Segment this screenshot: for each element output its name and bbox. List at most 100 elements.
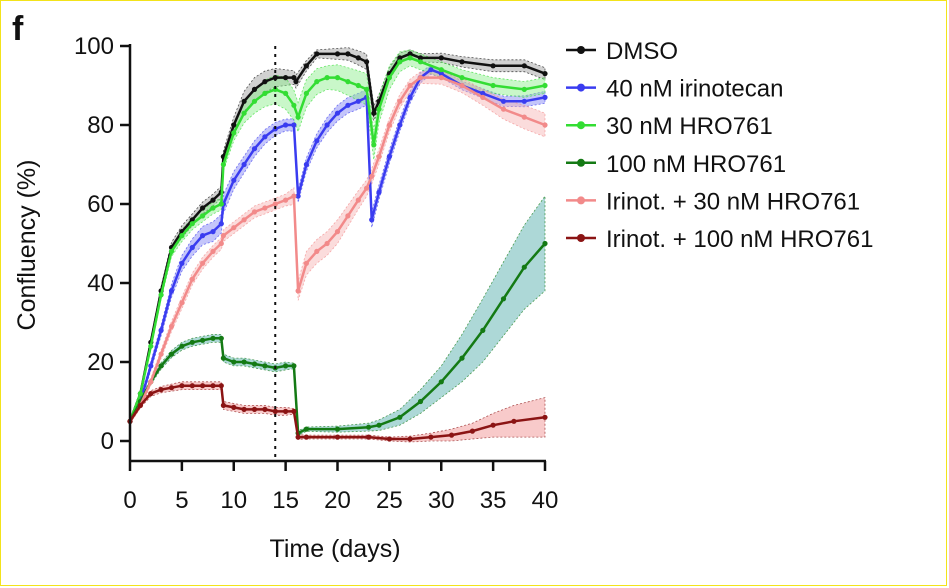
data-point — [314, 138, 320, 144]
data-point — [168, 288, 175, 294]
legend-label: Irinot. + 30 nM HRO761 — [606, 188, 860, 215]
data-point — [291, 102, 297, 108]
data-point — [355, 55, 361, 61]
data-point — [137, 402, 143, 408]
x-tick-label: 35 — [480, 487, 507, 514]
data-point — [179, 260, 185, 266]
data-point — [542, 122, 548, 128]
data-point — [218, 221, 224, 227]
data-point — [376, 422, 382, 428]
data-point — [272, 86, 278, 92]
data-point — [283, 408, 289, 414]
data-point — [218, 383, 224, 389]
y-ticks: 0 20 40 60 80 100 — [74, 33, 130, 455]
data-point — [241, 98, 247, 104]
series-lines — [127, 51, 548, 442]
data-point — [251, 361, 258, 367]
data-point — [407, 94, 413, 100]
data-point — [417, 55, 424, 61]
data-point — [168, 385, 175, 391]
legend-item-dmso: DMSO — [566, 38, 678, 65]
panel-label: f — [12, 10, 24, 48]
data-point — [438, 75, 444, 81]
data-point — [231, 177, 237, 183]
data-point — [251, 86, 258, 92]
y-tick-label: 100 — [74, 33, 114, 60]
legend-label: DMSO — [606, 38, 678, 65]
data-point — [490, 63, 496, 69]
x-tick-label: 30 — [428, 487, 455, 514]
data-point — [251, 98, 258, 104]
data-point — [210, 248, 216, 254]
data-point — [283, 90, 289, 96]
data-point — [262, 90, 268, 96]
data-point — [397, 98, 403, 104]
data-point — [438, 67, 444, 73]
data-point — [158, 387, 164, 393]
data-point — [521, 98, 527, 104]
data-point — [218, 335, 224, 341]
data-point — [272, 201, 278, 207]
data-point — [231, 130, 237, 136]
data-point — [386, 75, 392, 81]
data-point — [148, 363, 154, 369]
y-tick-label: 0 — [101, 428, 114, 455]
data-point — [369, 173, 375, 179]
series-irinot-100-nm-hro761 — [127, 383, 548, 442]
legend-item-40-nm-irinotecan: 40 nM irinotecan — [566, 76, 783, 103]
data-point — [262, 79, 268, 85]
data-point — [407, 436, 413, 442]
data-point — [334, 110, 341, 116]
legend-label: 40 nM irinotecan — [606, 76, 783, 103]
data-point — [355, 98, 361, 104]
data-point — [469, 428, 475, 434]
data-point — [521, 63, 527, 69]
data-point — [500, 106, 507, 112]
legend-label: 100 nM HRO761 — [606, 151, 786, 178]
data-point — [438, 55, 444, 61]
legend-swatch-marker — [577, 46, 585, 54]
data-point — [283, 75, 289, 81]
data-point — [303, 260, 309, 266]
x-tick-label: 10 — [220, 487, 247, 514]
data-point — [376, 106, 382, 112]
data-point — [262, 406, 268, 412]
data-point — [158, 327, 164, 333]
data-point — [168, 351, 175, 357]
data-point — [459, 355, 465, 361]
data-point — [542, 414, 548, 420]
data-point — [303, 90, 309, 96]
data-point — [179, 343, 185, 349]
data-point — [314, 79, 320, 85]
data-point — [480, 94, 486, 100]
data-point — [521, 114, 527, 120]
axes: 0 20 40 60 80 100 0 5 10 15 20 25 30 35 40 — [74, 33, 558, 514]
data-point — [500, 296, 507, 302]
data-point — [407, 55, 413, 61]
data-point — [371, 142, 377, 148]
data-point — [324, 122, 330, 128]
y-tick-label: 80 — [87, 112, 114, 139]
x-tick-label: 40 — [532, 487, 559, 514]
error-band-dmso — [129, 47, 546, 424]
data-point — [220, 233, 226, 239]
data-point — [241, 359, 247, 365]
data-point — [521, 86, 527, 92]
x-tick-label: 25 — [376, 487, 403, 514]
legend-swatch-marker — [577, 158, 585, 167]
data-point — [189, 339, 195, 345]
error-band-40-nm-irinotecan — [129, 64, 546, 425]
data-point — [210, 383, 216, 389]
data-point — [291, 193, 297, 199]
data-point — [189, 217, 195, 223]
error-bands — [129, 47, 546, 443]
legend-swatch-marker — [577, 196, 585, 205]
legend-label: 30 nM HRO761 — [606, 113, 773, 140]
data-point — [200, 337, 206, 343]
data-point — [200, 260, 206, 266]
data-point — [179, 383, 185, 389]
y-tick-label: 60 — [87, 191, 114, 218]
data-point — [200, 205, 206, 211]
